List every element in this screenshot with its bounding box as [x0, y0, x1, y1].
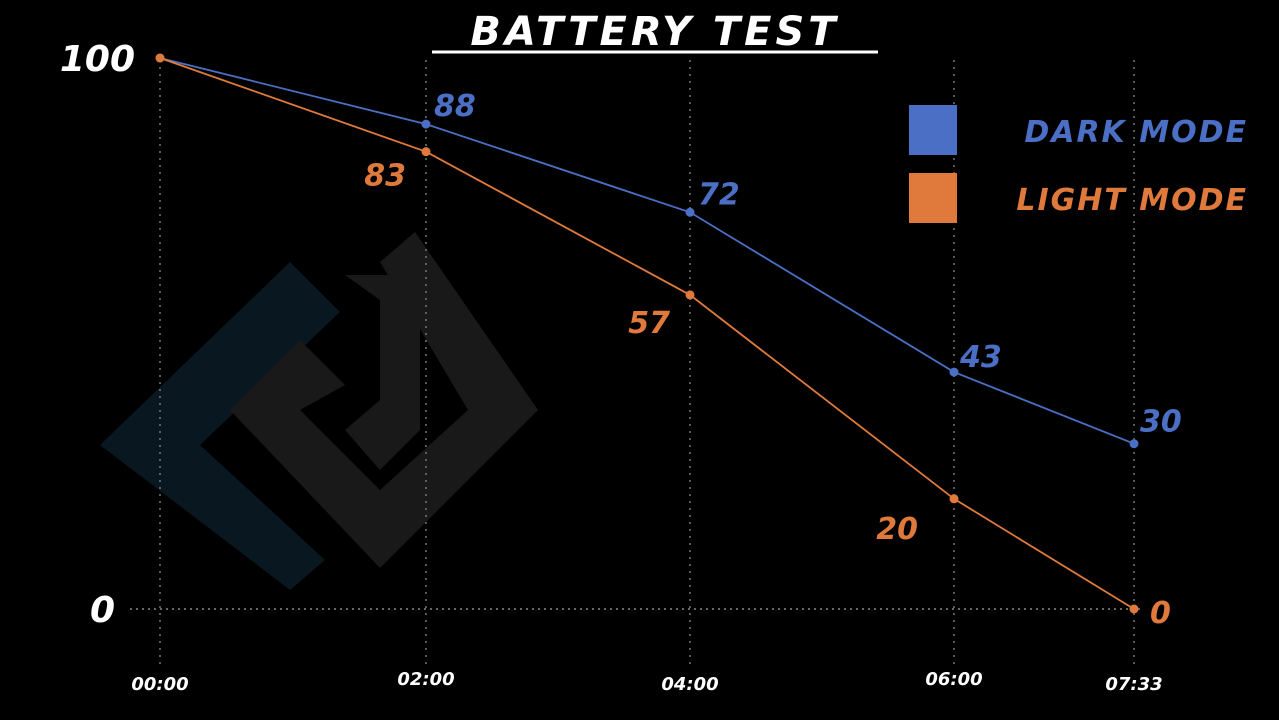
legend-swatch	[909, 105, 957, 155]
legend-label: DARK MODE	[1024, 115, 1248, 150]
watermark-logo	[100, 232, 538, 590]
data-point	[155, 53, 165, 63]
data-point	[421, 147, 431, 157]
chart-title: BATTERY TEST	[470, 9, 839, 55]
data-point	[685, 207, 695, 217]
data-label: 88	[434, 89, 476, 124]
x-tick-label: 04:00	[661, 674, 718, 695]
data-label: 30	[1140, 405, 1182, 440]
legend-swatch	[909, 173, 957, 223]
y-tick-label: 0	[90, 590, 115, 631]
data-point	[421, 119, 431, 129]
data-label: 83	[364, 159, 406, 194]
data-label: 72	[698, 177, 740, 212]
x-tick-label: 06:00	[925, 669, 982, 690]
data-point	[949, 367, 959, 377]
data-label: 57	[628, 306, 670, 341]
legend-label: LIGHT MODE	[1016, 183, 1248, 218]
data-label: 43	[959, 340, 1002, 375]
y-tick-label: 100	[60, 39, 135, 80]
x-tick-label: 02:00	[397, 669, 454, 690]
x-tick-label: 00:00	[131, 674, 188, 695]
data-label: 20	[876, 512, 918, 547]
data-point	[1129, 439, 1139, 449]
x-tick-label: 07:33	[1105, 674, 1162, 695]
data-point	[949, 494, 959, 504]
data-label: 0	[1150, 596, 1171, 631]
data-point	[1129, 604, 1139, 614]
data-point	[685, 290, 695, 300]
